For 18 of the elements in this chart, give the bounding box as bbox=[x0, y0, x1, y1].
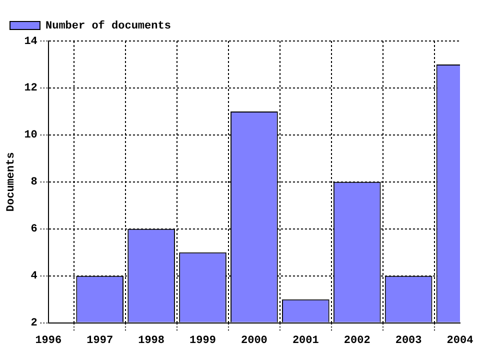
x-tick-label: 1997 bbox=[86, 335, 114, 348]
x-tick-label: 1998 bbox=[138, 335, 165, 348]
y-tick-label: 14 bbox=[24, 36, 38, 48]
x-tick-label: 2001 bbox=[292, 335, 320, 348]
legend-label: Number of documents bbox=[46, 19, 171, 32]
y-tick-label: 8 bbox=[30, 176, 38, 189]
y-tick-label: 6 bbox=[30, 224, 38, 236]
x-tick-label: 2002 bbox=[344, 335, 370, 348]
y-tick-label: 12 bbox=[24, 82, 38, 95]
y-tick-label: 4 bbox=[30, 270, 38, 283]
x-tick-label: 2000 bbox=[241, 335, 268, 348]
x-tick-label: 2003 bbox=[395, 335, 422, 348]
y-tick-label: 2 bbox=[30, 318, 38, 330]
y-axis-title: Documents bbox=[5, 152, 18, 212]
y-tick-label: 10 bbox=[24, 130, 38, 142]
x-tick-label: 1999 bbox=[190, 335, 216, 348]
x-tick-label: 2004 bbox=[446, 335, 474, 348]
x-tick-label: 1996 bbox=[35, 335, 62, 348]
